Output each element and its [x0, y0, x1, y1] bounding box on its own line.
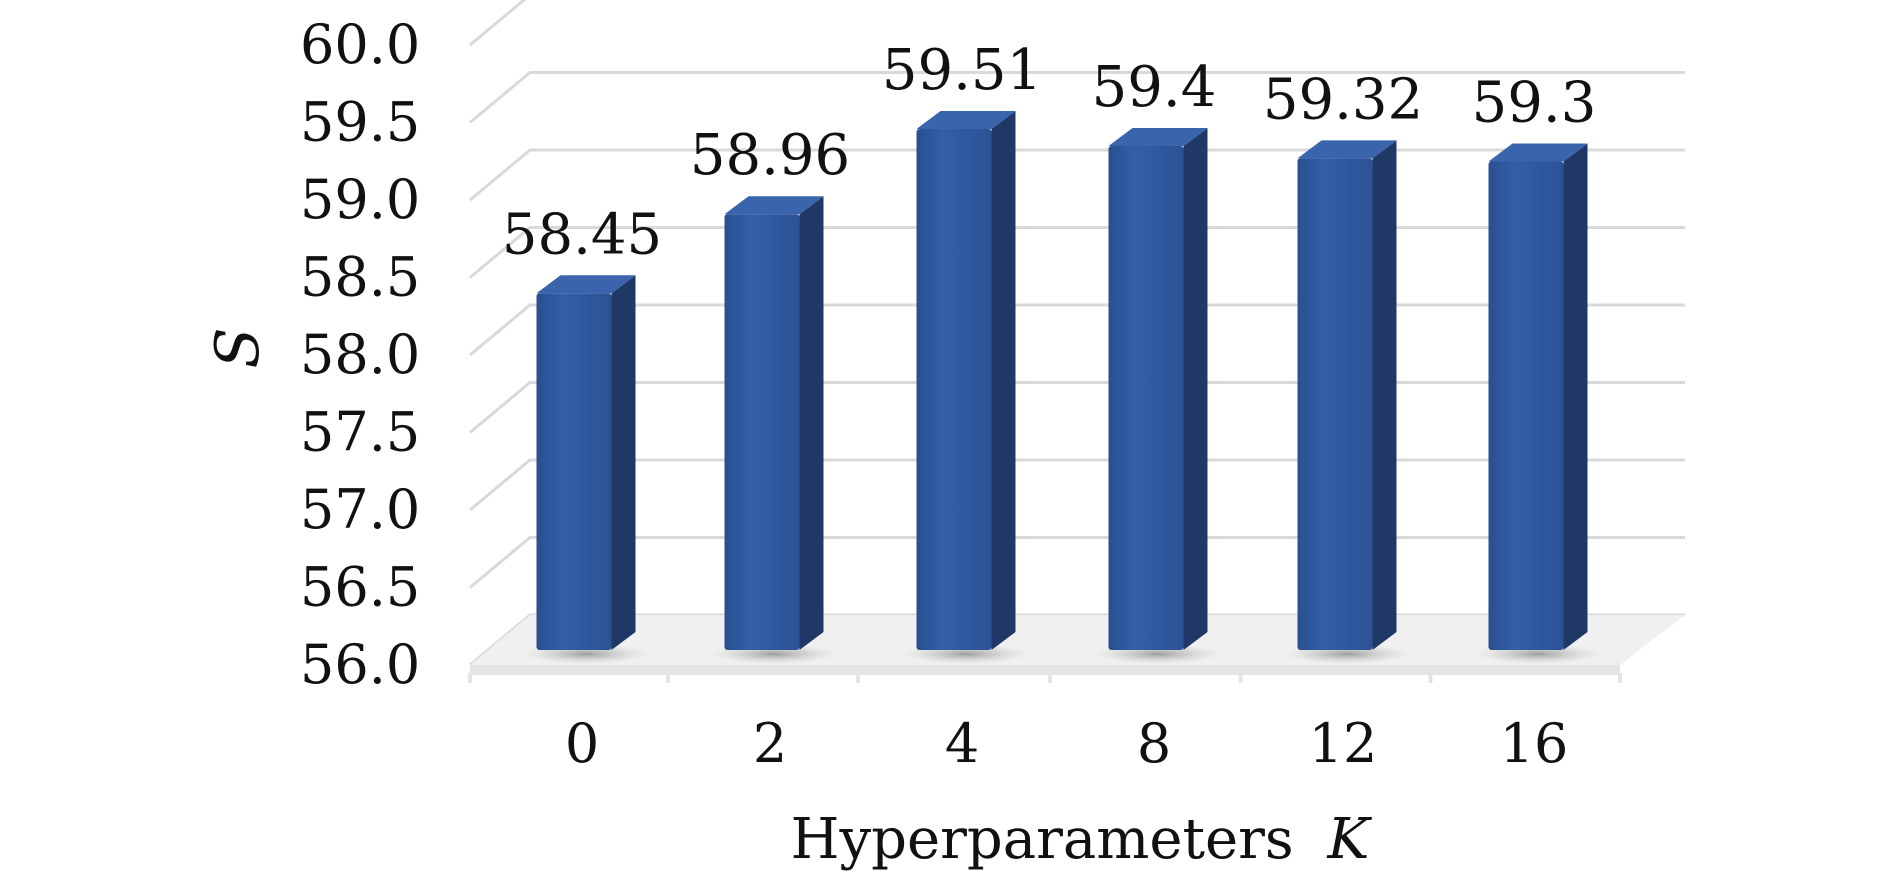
value-labels: 58.45 58.96 59.51 59.4 59.32 59.3 [502, 38, 1597, 267]
x-tick-label: 4 [945, 712, 979, 775]
bar-top-face [536, 275, 636, 294]
bar-value-label: 58.96 [690, 123, 850, 188]
bar [916, 128, 992, 650]
x-tick-mark [856, 673, 860, 683]
x-axis-title-text: Hyperparameters [791, 807, 1294, 872]
bar-value-label: 59.51 [882, 38, 1042, 103]
bar [1488, 161, 1564, 650]
y-tick-label: 58.0 [300, 323, 420, 386]
x-tick-mark [666, 673, 670, 683]
x-tick-mark [1428, 673, 1433, 683]
x-tick-label: 16 [1500, 712, 1569, 775]
bar-top-face [916, 110, 1016, 129]
bar-side-face [1183, 128, 1208, 650]
bar-side-face [1563, 143, 1588, 650]
y-tick-labels: 56.0 56.5 57.0 57.5 58.0 58.5 59.0 59.5 60.0 [300, 13, 420, 696]
x-tick-mark [1618, 673, 1622, 683]
grid-line [469, 71, 1685, 124]
floor-front-edge [470, 665, 1620, 675]
grid-line [469, 0, 527, 47]
bar-side-face [1372, 140, 1397, 650]
x-tick-label: 0 [565, 712, 599, 775]
bars-layer [522, 110, 1602, 664]
y-axis-title: S [203, 327, 273, 368]
x-tick-mark [1238, 673, 1243, 683]
bar-value-label: 59.3 [1472, 71, 1597, 136]
y-tick-label: 57.5 [300, 401, 420, 464]
bar-value-label: 59.4 [1092, 55, 1217, 120]
x-tick-label: 12 [1309, 712, 1378, 775]
bar [536, 293, 612, 650]
y-tick-label: 59.5 [300, 91, 420, 154]
x-tick-mark [468, 673, 472, 683]
bar [1297, 158, 1373, 650]
x-tick-label: 8 [1137, 712, 1171, 775]
y-tick-label: 56.0 [300, 633, 420, 696]
x-axis-title: Hyperparameters K [791, 807, 1373, 872]
bar-top-face [1297, 140, 1397, 159]
y-tick-label: 57.0 [300, 478, 420, 541]
y-tick-label: 58.5 [300, 246, 420, 309]
y-tick-label: 56.5 [300, 556, 420, 619]
bar-top-face [1488, 143, 1588, 162]
y-tick-label: 60.0 [300, 13, 420, 76]
bar [1108, 146, 1184, 650]
x-tick-label: 2 [753, 712, 787, 775]
bar-value-label: 59.32 [1263, 67, 1423, 132]
x-tick-mark [1048, 673, 1052, 683]
x-tick-labels: 0 2 4 8 12 16 [565, 712, 1569, 775]
grid-layer [469, 0, 1685, 667]
bar-side-face [799, 196, 824, 650]
grid-line [469, 148, 1685, 202]
bar [724, 214, 800, 650]
bar-side-face [611, 275, 636, 650]
bar-top-face [724, 196, 824, 215]
bar-side-face [991, 110, 1016, 650]
x-axis-title-var: K [1326, 807, 1372, 872]
bar-top-face [1108, 128, 1208, 146]
bar-value-label: 58.45 [502, 202, 662, 267]
y-tick-label: 59.0 [300, 168, 420, 231]
